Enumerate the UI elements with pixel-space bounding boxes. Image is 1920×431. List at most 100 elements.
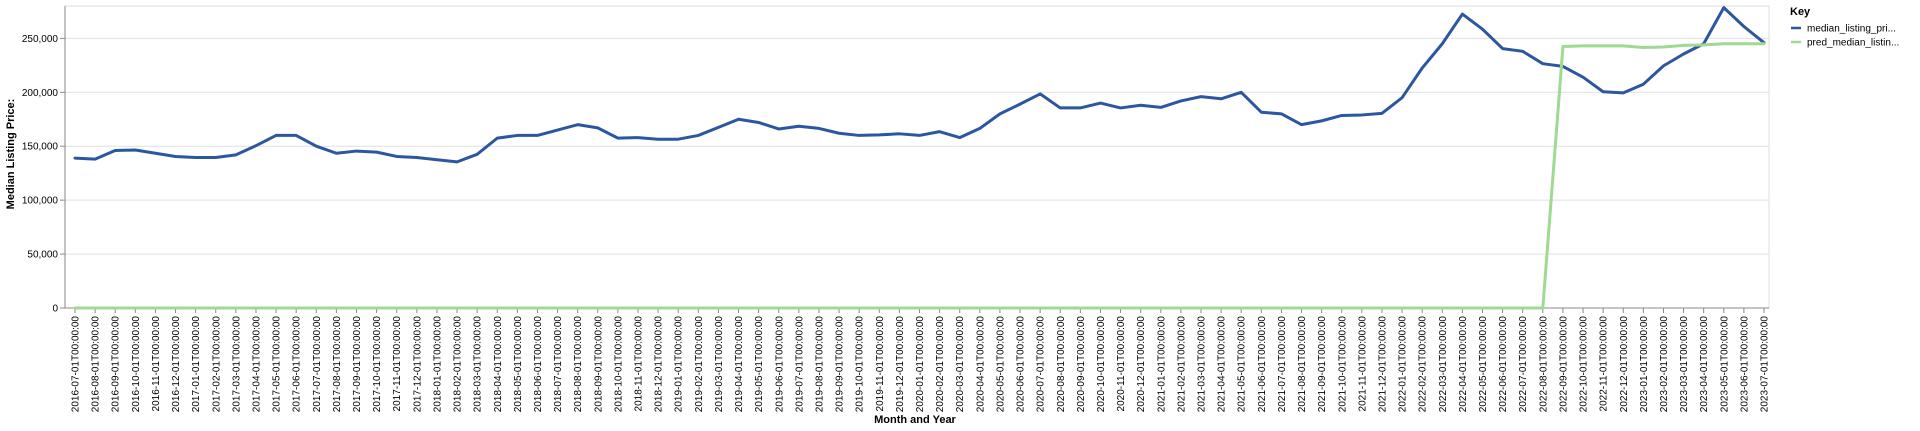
series-lines [73,6,1766,310]
x-tick-label: 2019-08-01T00:00:00 [814,316,825,413]
x-tick-label: 2021-02-01T00:00:00 [1176,316,1187,413]
x-tick-label: 2020-06-01T00:00:00 [1016,316,1027,413]
x-tick-label: 2018-10-01T00:00:00 [613,316,624,413]
x-tick-label: 2016-12-01T00:00:00 [171,316,182,413]
x-tick-label: 2022-10-01T00:00:00 [1579,316,1590,413]
x-tick-label: 2022-04-01T00:00:00 [1458,316,1469,413]
x-tick-label: 2019-12-01T00:00:00 [895,316,906,413]
y-tick-label: 150,000 [22,142,59,153]
x-tick-label: 2021-07-01T00:00:00 [1277,316,1288,413]
x-tick-label: 2016-09-01T00:00:00 [111,316,122,413]
x-tick-label: 2023-05-01T00:00:00 [1719,316,1730,413]
x-tick-label: 2019-10-01T00:00:00 [855,316,866,413]
x-tick-label: 2018-08-01T00:00:00 [573,316,584,413]
legend-label-2: pred_median_listin... [1807,38,1899,49]
x-tick-label: 2017-08-01T00:00:00 [332,316,343,413]
x-axis-title: Month and Year [874,414,956,426]
x-tick-label: 2018-05-01T00:00:00 [513,316,524,413]
x-tick-label: 2022-01-01T00:00:00 [1398,316,1409,413]
x-tick-label: 2022-05-01T00:00:00 [1478,316,1489,413]
x-tick-label: 2016-07-01T00:00:00 [71,316,82,413]
x-tick-label: 2020-01-01T00:00:00 [915,316,926,413]
x-tick-label: 2021-09-01T00:00:00 [1317,316,1328,413]
x-tick-label: 2016-10-01T00:00:00 [131,316,142,413]
x-tick-label: 2019-01-01T00:00:00 [674,316,685,413]
y-tick-label: 50,000 [27,250,58,261]
y-tick-label: 250,000 [22,34,59,45]
x-tick-label: 2018-12-01T00:00:00 [654,316,665,413]
x-tick-label: 2018-03-01T00:00:00 [473,316,484,413]
x-tick-label: 2021-11-01T00:00:00 [1357,316,1368,412]
x-tick-label: 2020-03-01T00:00:00 [955,316,966,413]
x-tick-label: 2017-11-01T00:00:00 [392,316,403,412]
x-tick-label: 2019-11-01T00:00:00 [875,316,886,412]
x-tick-label: 2019-03-01T00:00:00 [714,316,725,413]
x-tick-label: 2020-12-01T00:00:00 [1136,316,1147,413]
x-tick-label: 2021-05-01T00:00:00 [1237,316,1248,413]
x-tick-label: 2018-06-01T00:00:00 [533,316,544,413]
x-tick-label: 2017-10-01T00:00:00 [372,316,383,413]
series-line-2 [73,42,1766,310]
x-tick-label: 2022-09-01T00:00:00 [1558,316,1569,413]
x-tick-label: 2016-11-01T00:00:00 [151,316,162,412]
y-axis-title: Median Listing Price: [5,99,17,210]
x-tick-label: 2019-07-01T00:00:00 [794,316,805,413]
x-tick-label: 2019-04-01T00:00:00 [734,316,745,413]
x-tick-label: 2020-11-01T00:00:00 [1116,316,1127,412]
x-tick-label: 2017-02-01T00:00:00 [211,316,222,413]
x-tick-label: 2022-11-01T00:00:00 [1599,316,1610,412]
x-tick-label: 2018-09-01T00:00:00 [593,316,604,413]
x-tick-label: 2022-03-01T00:00:00 [1438,316,1449,413]
x-tick-label: 2017-06-01T00:00:00 [292,316,303,413]
x-tick-label: 2018-02-01T00:00:00 [453,316,464,413]
x-tick-label: 2017-05-01T00:00:00 [272,316,283,413]
x-tick-label: 2020-07-01T00:00:00 [1036,316,1047,413]
x-tick-label: 2019-02-01T00:00:00 [694,316,705,413]
x-tick-label: 2023-07-01T00:00:00 [1760,316,1771,413]
y-tick-label: 0 [52,304,58,315]
x-tick-label: 2020-10-01T00:00:00 [1096,316,1107,413]
x-tick-label: 2017-04-01T00:00:00 [251,316,262,413]
x-tick-label: 2018-07-01T00:00:00 [553,316,564,413]
x-tick-label: 2022-06-01T00:00:00 [1498,316,1509,413]
x-tick-label: 2020-05-01T00:00:00 [995,316,1006,413]
x-tick-label: 2019-05-01T00:00:00 [754,316,765,413]
legend-title: Key [1790,6,1811,18]
x-tick-label: 2018-11-01T00:00:00 [634,316,645,412]
x-tick-label: 2021-03-01T00:00:00 [1197,316,1208,413]
y-tick-labels: 0 50,000 100,000 150,000 200,000 250,000 [22,34,59,315]
x-tick-label: 2021-06-01T00:00:00 [1257,316,1268,413]
x-tick-label: 2018-01-01T00:00:00 [432,316,443,413]
x-tick-label: 2020-09-01T00:00:00 [1076,316,1087,413]
x-tick-label: 2017-03-01T00:00:00 [231,316,242,413]
x-tick-label: 2023-03-01T00:00:00 [1679,316,1690,413]
legend-label-1: median_listing_pri... [1807,24,1896,35]
x-tick-label: 2021-08-01T00:00:00 [1297,316,1308,413]
x-tick-label: 2019-06-01T00:00:00 [774,316,785,413]
legend-items: median_listing_pri... pred_median_listin.… [1791,24,1899,49]
axes [60,5,1770,313]
y-tick-label: 100,000 [22,196,59,207]
x-tick-label: 2021-10-01T00:00:00 [1337,316,1348,413]
x-tick-label: 2017-09-01T00:00:00 [352,316,363,413]
x-tick-label: 2022-12-01T00:00:00 [1619,316,1630,413]
x-tick-label: 2022-07-01T00:00:00 [1518,316,1529,413]
x-tick-label: 2017-07-01T00:00:00 [312,316,323,413]
x-tick-label: 2018-04-01T00:00:00 [493,316,504,413]
x-tick-label: 2023-06-01T00:00:00 [1739,316,1750,413]
x-tick-label: 2019-09-01T00:00:00 [835,316,846,413]
series-line-1 [73,6,1766,164]
x-tick-label: 2021-04-01T00:00:00 [1217,316,1228,413]
legend: Key median_listing_pri... pred_median_lis… [1790,6,1899,49]
x-tick-label: 2020-02-01T00:00:00 [935,316,946,413]
x-tick-label: 2023-04-01T00:00:00 [1699,316,1710,413]
y-tick-label: 200,000 [22,88,59,99]
x-tick-label: 2022-02-01T00:00:00 [1418,316,1429,413]
x-tick-label: 2021-01-01T00:00:00 [1156,316,1167,413]
x-tick-labels: 2016-07-01T00:00:00 2016-08-01T00:00:00 20… [71,316,1771,413]
x-tick-label: 2023-01-01T00:00:00 [1639,316,1650,413]
x-tick-label: 2023-02-01T00:00:00 [1659,316,1670,413]
x-tick-label: 2016-08-01T00:00:00 [91,316,102,413]
gridlines [65,37,1769,309]
